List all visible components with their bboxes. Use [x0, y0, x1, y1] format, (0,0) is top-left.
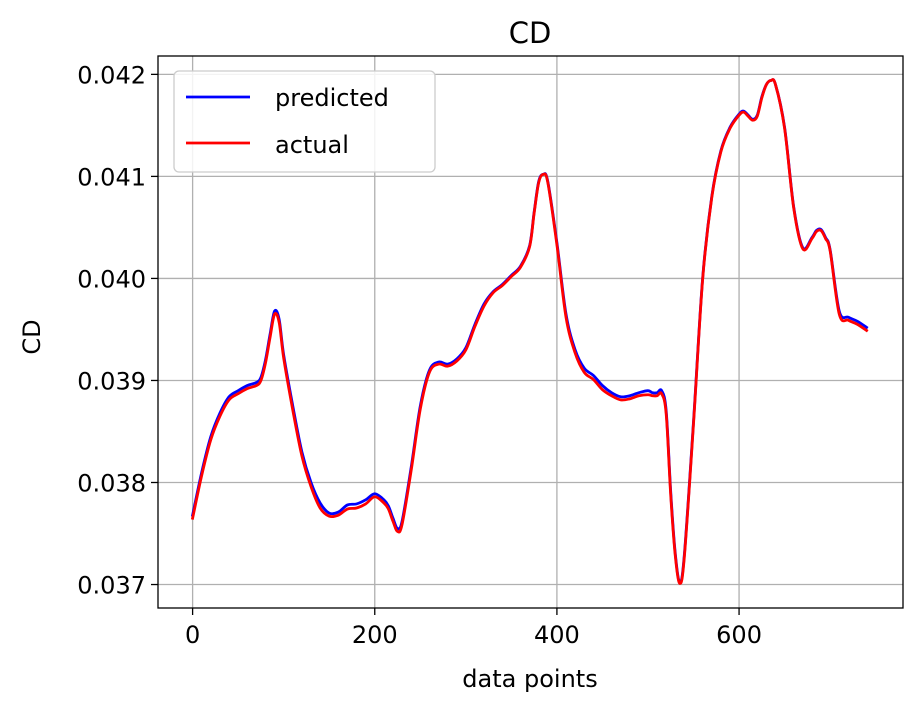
series-line-actual — [190, 78, 869, 585]
y-tick-label: 0.038 — [77, 469, 146, 497]
series-layer — [190, 78, 869, 585]
legend-label-predicted: predicted — [275, 84, 389, 112]
grid — [158, 56, 903, 608]
x-axis-title: data points — [462, 665, 597, 693]
x-tick-label: 400 — [534, 621, 580, 649]
y-tick-label: 0.039 — [77, 367, 146, 395]
legend: predicted actual — [173, 70, 436, 173]
x-tick-label: 200 — [352, 621, 398, 649]
y-tick-label: 0.040 — [77, 265, 146, 293]
x-axis-ticks: 0 200 400 600 — [185, 608, 762, 649]
y-axis-title: CD — [18, 319, 46, 354]
y-tick-label: 0.037 — [77, 572, 146, 600]
y-tick-label: 0.042 — [77, 61, 146, 89]
x-tick-label: 600 — [716, 621, 762, 649]
plot-frame — [157, 55, 904, 609]
chart-title: CD — [509, 16, 552, 50]
y-tick-label: 0.041 — [77, 163, 146, 191]
legend-label-actual: actual — [275, 131, 349, 159]
x-tick-label: 0 — [185, 621, 200, 649]
y-axis-ticks: 0.037 0.038 0.039 0.040 0.041 0.042 — [77, 61, 158, 600]
